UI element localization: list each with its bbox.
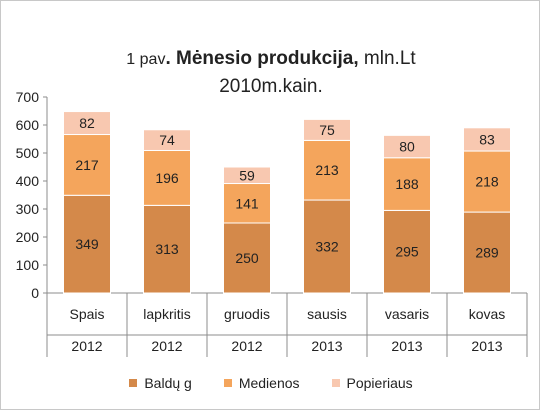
data-label: 217: [75, 157, 99, 173]
data-label: 218: [475, 174, 499, 190]
x-category-label: lapkritis: [143, 306, 190, 322]
bar-segment: [303, 199, 351, 294]
legend-item: Popieriaus: [331, 375, 413, 391]
chart-title-prefix: 1 pav: [126, 51, 166, 68]
data-label: 75: [319, 122, 335, 138]
legend-label: Baldų g: [144, 375, 192, 391]
y-tick-label: 0: [31, 285, 39, 301]
data-label: 295: [395, 244, 419, 260]
legend-swatch: [129, 379, 138, 387]
x-year-label: 2013: [391, 338, 422, 354]
legend-label: Popieriaus: [346, 375, 413, 391]
x-year-label: 2012: [151, 338, 182, 354]
x-year-label: 2013: [471, 338, 502, 354]
legend-label: Medienos: [238, 375, 300, 391]
chart-title-line2: 2010m.kain.: [219, 76, 323, 97]
x-category-label: gruodis: [224, 306, 270, 322]
bar-segment: [303, 139, 351, 201]
data-label: 188: [395, 176, 419, 192]
bar-segment: [463, 150, 511, 213]
data-label: 196: [155, 170, 179, 186]
data-label: 74: [159, 132, 175, 148]
chart-title-unit: mln.Lt: [358, 48, 416, 69]
data-label: 332: [315, 239, 339, 255]
bar-segment: [143, 129, 191, 151]
x-category-label: vasaris: [385, 306, 429, 322]
y-tick-label: 100: [16, 257, 40, 273]
chart-title-line1: 1 pav. Mėnesio produkcija, mln.Lt: [1, 45, 540, 73]
x-year-label: 2013: [311, 338, 342, 354]
data-label: 141: [235, 195, 259, 211]
bar-segment: [63, 194, 111, 294]
y-tick-label: 200: [16, 229, 40, 245]
data-label: 80: [399, 139, 415, 155]
bar-segment: [143, 204, 191, 294]
legend-item: Medienos: [223, 375, 300, 391]
legend-swatch: [331, 379, 340, 387]
y-tick-label: 600: [16, 117, 40, 133]
y-tick-label: 300: [16, 201, 40, 217]
bar-segment: [223, 166, 271, 185]
chart-title-main: . Mėnesio produkcija,: [165, 48, 359, 69]
data-label: 289: [475, 245, 499, 261]
bar-segment: [63, 111, 111, 136]
bar-segment: [463, 127, 511, 152]
bar-segment: [303, 118, 351, 141]
data-label: 313: [155, 241, 179, 257]
y-tick-label: 500: [16, 145, 40, 161]
bar-segment: [463, 211, 511, 294]
x-year-label: 2012: [231, 338, 262, 354]
data-label: 213: [315, 162, 339, 178]
x-category-label: kovas: [469, 306, 506, 322]
x-year-label: 2012: [71, 338, 102, 354]
y-tick-label: 400: [16, 173, 40, 189]
bar-segment: [63, 134, 111, 196]
y-tick-label: 700: [16, 89, 40, 105]
data-label: 82: [79, 115, 95, 131]
bar-segment: [383, 134, 431, 159]
data-label: 59: [239, 167, 255, 183]
bar-segment: [383, 209, 431, 294]
data-label: 250: [235, 250, 259, 266]
legend-swatch: [223, 379, 232, 387]
x-category-label: sausis: [307, 306, 347, 322]
data-label: 349: [75, 236, 99, 252]
bar-segment: [383, 157, 431, 211]
chart-title: 1 pav. Mėnesio produkcija, mln.Lt 2010m.…: [1, 45, 540, 100]
data-label: 83: [479, 131, 495, 147]
bar-segment: [223, 222, 271, 294]
bar-segment: [143, 149, 191, 206]
legend-item: Baldų g: [129, 375, 192, 391]
x-category-label: Spais: [69, 306, 104, 322]
chart-legend: Baldų g Medienos Popieriaus: [1, 375, 540, 391]
